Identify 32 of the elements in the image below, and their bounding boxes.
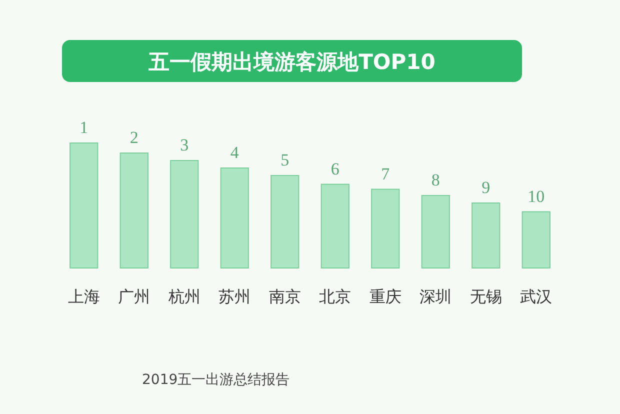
bar (371, 188, 400, 268)
x-tick-label: 深圳 (420, 287, 452, 306)
x-tick-label: 武汉 (520, 287, 552, 306)
x-tick-label: 苏州 (218, 287, 251, 306)
annotation: 3 (180, 136, 189, 154)
bar (472, 202, 500, 268)
text: 2019五一出游总结报告 (142, 372, 290, 388)
bar (320, 184, 350, 268)
annotation: 4 (230, 143, 240, 162)
x-tick-label: 无锡 (470, 287, 502, 306)
x-tick-label: 重庆 (369, 287, 402, 306)
x-tick-label: 杭州 (167, 287, 200, 306)
x-tick-label: 上海 (68, 287, 100, 306)
chart-title: 五一假期出境游客源地TOP10 (148, 50, 436, 74)
annotation: 1 (80, 118, 88, 137)
x-tick-label: 广州 (118, 287, 150, 306)
annotation: 6 (330, 159, 340, 178)
annotation: 5 (280, 150, 290, 170)
x-tick-label: 北京 (319, 287, 352, 306)
bar (421, 195, 450, 268)
bar (522, 211, 550, 268)
annotation: 8 (431, 170, 440, 190)
bar (270, 175, 300, 268)
bar (220, 168, 249, 268)
annotation: 7 (381, 164, 390, 184)
annotation: 9 (482, 178, 490, 197)
annotation: 10 (528, 186, 545, 206)
bar (120, 152, 148, 268)
bar (70, 142, 98, 268)
bar (170, 160, 199, 268)
x-tick-label: 南京 (268, 287, 301, 306)
annotation: 2 (130, 128, 138, 147)
